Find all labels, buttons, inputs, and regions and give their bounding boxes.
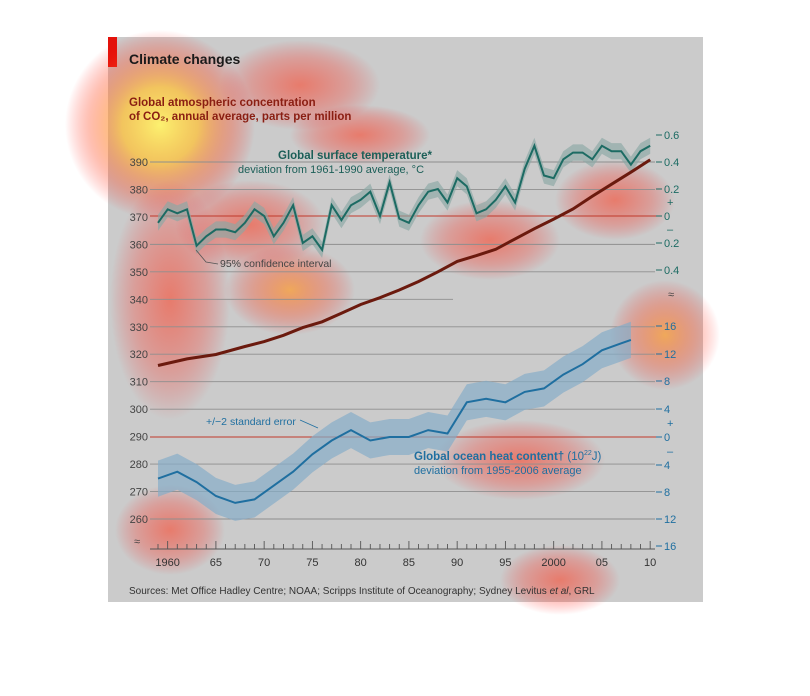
chart-title: Climate changes <box>129 51 240 67</box>
co2-tick-label: 350 <box>130 267 148 279</box>
co2-axis-ticks: 390 380 370 360 350 340 330 320 310 300 290 280 270 2… <box>130 157 148 526</box>
temperature-tick-label: 0.2 <box>664 238 679 250</box>
confidence-leader-line <box>195 249 219 265</box>
ocean-tick-label: 8 <box>664 376 670 388</box>
x-tick-label: 80 <box>355 557 367 569</box>
co2-tick-label: 300 <box>130 404 148 416</box>
co2-tick-label: 320 <box>130 349 148 361</box>
co2-tick-label: 260 <box>130 514 148 526</box>
temperature-axis-ticks: 0.60.40.2+0–0.20.4 <box>656 130 679 277</box>
ocean-series-unit-exp: 22 <box>584 450 592 457</box>
temperature-line <box>157 142 651 253</box>
x-tick-label: 05 <box>596 557 608 569</box>
temperature-tick-label: 0.4 <box>664 265 679 277</box>
co2-tick-label: 340 <box>130 294 148 306</box>
ocean-tick-label: 16 <box>664 321 676 333</box>
ocean-tick-label: 12 <box>664 349 676 361</box>
temperature-tick-label: 0.6 <box>664 130 679 142</box>
temperature-tick-label: 0.2 <box>664 184 679 196</box>
x-tick-label: 1960 <box>155 557 179 569</box>
x-tick-label: 10 <box>644 557 656 569</box>
co2-tick-label: 360 <box>130 239 148 251</box>
ocean-series-name: Global ocean heat content† <box>414 451 564 463</box>
standard-error-leader-line <box>299 419 319 429</box>
temp-axis-break-mark: ≈ <box>668 289 674 301</box>
series-lines <box>157 142 652 504</box>
temperature-tick-label: + <box>667 197 673 209</box>
ocean-tick-label: 12 <box>664 514 676 526</box>
ocean-series-subtitle: deviation from 1955-2006 average <box>414 465 582 477</box>
sources-note-suffix: , GRL <box>568 586 595 597</box>
x-axis: 1960 65 70 75 80 85 90 95 2000 05 10 <box>150 541 656 569</box>
co2-tick-label: 290 <box>130 432 148 444</box>
co2-axis-label-line1: Global atmospheric concentration <box>129 97 316 109</box>
temperature-tick-label: 0 <box>664 211 670 223</box>
ocean-tick-label: 4 <box>664 404 670 416</box>
ocean-tick-label: 8 <box>664 487 670 499</box>
co2-tick-label: 280 <box>130 459 148 471</box>
heatmap-overlay <box>65 30 720 615</box>
ocean-series-unit-prefix: (10 <box>564 451 584 463</box>
sources-note: Sources: Met Office Hadley Centre; NOAA;… <box>129 586 595 597</box>
ocean-tick-label: – <box>667 446 674 458</box>
confidence-interval-label: 95% confidence interval <box>220 258 332 270</box>
ocean-heat-line <box>157 338 632 504</box>
ocean-tick-label: 0 <box>664 432 670 444</box>
temperature-series-title: Global surface temperature* <box>278 150 433 162</box>
temperature-tick-label: – <box>667 224 674 236</box>
x-tick-label: 70 <box>258 557 270 569</box>
ocean-error-band <box>158 321 631 521</box>
x-tick-label: 75 <box>306 557 318 569</box>
x-tick-label: 85 <box>403 557 415 569</box>
temperature-tick-label: 0.4 <box>664 157 679 169</box>
co2-line <box>157 158 652 367</box>
standard-error-label: +/−2 standard error <box>206 416 296 428</box>
co2-axis-break-mark: ≈ <box>134 536 140 548</box>
ocean-series-title: Global ocean heat content† (1022J) <box>414 450 602 463</box>
co2-tick-label: 380 <box>130 184 148 196</box>
ocean-tick-label: + <box>667 418 673 430</box>
co2-tick-label: 330 <box>130 322 148 334</box>
co2-tick-label: 310 <box>130 377 148 389</box>
x-tick-label: 90 <box>451 557 463 569</box>
co2-axis-label-line2: of CO₂, annual average, parts per millio… <box>129 111 351 123</box>
ocean-heat-axis-ticks: 16 12 8 4 +0 – 4 8 12 16 <box>656 321 676 553</box>
co2-tick-label: 370 <box>130 212 148 224</box>
x-tick-label: 2000 <box>541 557 565 569</box>
ocean-series-unit-suffix: J) <box>592 451 602 463</box>
co2-tick-label: 390 <box>130 157 148 169</box>
ocean-tick-label: 4 <box>664 460 670 472</box>
sources-note-italic: et al <box>550 586 570 597</box>
ocean-tick-label: 16 <box>664 541 676 553</box>
x-tick-label: 65 <box>210 557 222 569</box>
temperature-series-subtitle: deviation from 1961-1990 average, °C <box>238 164 424 176</box>
sources-note-prefix: Sources: Met Office Hadley Centre; NOAA;… <box>129 586 550 597</box>
co2-tick-label: 270 <box>130 487 148 499</box>
x-tick-label: 95 <box>499 557 511 569</box>
